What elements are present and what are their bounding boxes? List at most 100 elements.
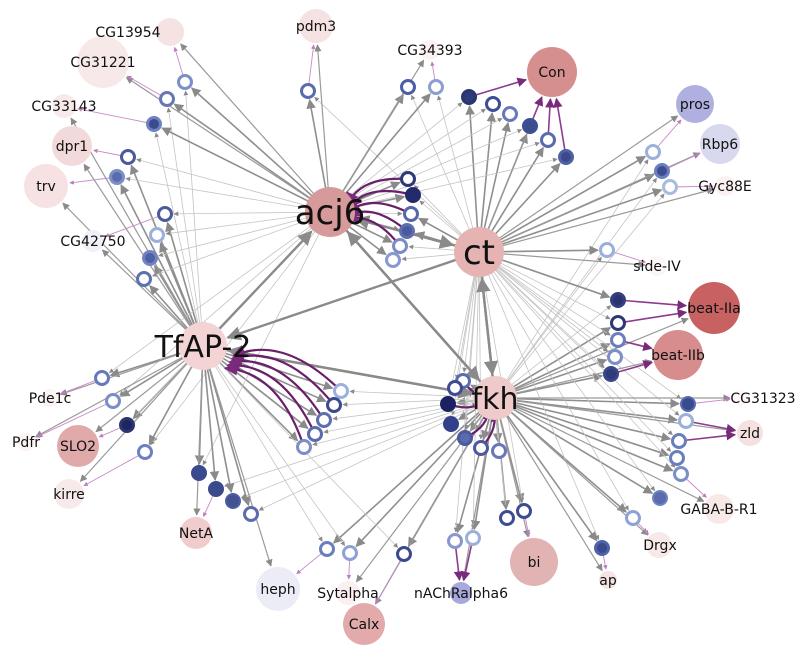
binding-site-node [94, 370, 110, 386]
gene-node-nachralpha6 [450, 582, 472, 604]
gene-label-cg34393: CG34393 [397, 43, 462, 59]
binding-site-node [225, 493, 241, 509]
binding-site-node [440, 396, 456, 412]
binding-site-node [473, 440, 489, 456]
hub-node-acj6 [305, 187, 355, 237]
binding-site-node [516, 503, 532, 519]
binding-site-node [673, 466, 689, 482]
gene-node-side-iv [647, 256, 667, 276]
gene-label-dpr1: dpr1 [56, 139, 88, 155]
binding-site-node [300, 83, 316, 99]
gene-label-neta: NetA [179, 526, 214, 542]
binding-site-node [403, 206, 419, 222]
gene-label-side-iv: side-IV [633, 259, 681, 275]
binding-site-node [499, 510, 515, 526]
binding-site-node [610, 315, 626, 331]
binding-site-node [680, 396, 696, 412]
gene-node-beat-iia [688, 282, 740, 334]
gene-label-cg31221: CG31221 [70, 55, 135, 71]
gene-label-gaba-b-r1: GABA-B-R1 [680, 502, 757, 518]
binding-site-node [109, 169, 125, 185]
gene-labels: CG13954 pdm3 CG34393 Con CG31221 CG33143 dpr1 t… [12, 19, 796, 633]
gene-label-sytalpha: Sytalpha [317, 586, 378, 602]
binding-site-node [610, 292, 626, 308]
gene-label-beat-iia: beat-IIa [687, 301, 740, 317]
binding-site-node [603, 366, 619, 382]
gene-node-cg31323 [732, 390, 748, 406]
gene-node-rbp6 [700, 124, 740, 164]
hub-label-fkh: fkh [472, 382, 519, 417]
binding-site-node [119, 417, 135, 433]
hub-label-acj6: acj6 [295, 193, 366, 233]
gene-label-calx: Calx [349, 617, 380, 633]
binding-site-node [157, 206, 173, 222]
binding-site-node [671, 433, 687, 449]
binding-site-node [392, 238, 408, 254]
binding-site-node [149, 227, 165, 243]
binding-site-node [428, 79, 444, 95]
regulation-edges [35, 43, 736, 605]
gene-node-cg34393 [420, 40, 440, 60]
binding-site-node [465, 530, 481, 546]
gene-node-gaba-b-r1 [704, 494, 734, 524]
binding-site-node [443, 416, 459, 432]
gene-label-trv: trv [36, 179, 56, 195]
binding-site-node [396, 546, 412, 562]
binding-site-node [208, 481, 224, 497]
gene-node-drgx [646, 532, 672, 558]
gene-node-neta [180, 517, 212, 549]
hub-node-tfap-2 [179, 322, 227, 370]
gene-node-zld [737, 420, 763, 446]
binding-site-node [342, 545, 358, 561]
binding-site-node [447, 533, 463, 549]
binding-site-node [457, 430, 473, 446]
gene-node-calx [343, 603, 385, 645]
gene-label-pdm3: pdm3 [296, 19, 336, 35]
gene-node-kirre [54, 479, 84, 509]
binding-site-node [191, 465, 207, 481]
binding-site-node [540, 132, 556, 148]
gene-node-cg13954 [156, 18, 184, 46]
gene-label-kirre: kirre [53, 487, 85, 503]
binding-site-node [485, 96, 501, 112]
gene-node-con [527, 47, 577, 97]
gene-node-beat-iib [653, 330, 703, 380]
binding-site-node [136, 271, 152, 287]
gene-label-cg31323: CG31323 [730, 391, 795, 407]
binding-site-node [137, 444, 153, 460]
gene-label-pdfr: Pdfr [12, 435, 40, 451]
binding-site-node [558, 149, 574, 165]
gene-label-slo2: SLO2 [60, 439, 96, 455]
binding-site-node [652, 490, 668, 506]
binding-site-node [296, 439, 312, 455]
binding-site-node [159, 91, 175, 107]
gene-node-cg31221 [77, 36, 129, 88]
gene-label-gyc88e: Gyc88E [698, 179, 752, 195]
binding-site-node [669, 450, 685, 466]
gene-node-pdfr [17, 433, 35, 451]
binding-site-node [105, 393, 121, 409]
binding-site-node [120, 149, 136, 165]
binding-site-node [385, 252, 401, 268]
binding-site-node [599, 242, 615, 258]
binding-site-node [333, 383, 349, 399]
hub-node-ct [454, 227, 504, 277]
gene-node-ap [599, 571, 617, 589]
binding-site-node [594, 540, 610, 556]
binding-site-node [326, 397, 342, 413]
binding-site-node [522, 118, 538, 134]
gene-label-pde1c: Pde1c [29, 391, 72, 407]
binding-site-node [142, 250, 158, 266]
gene-label-drgx: Drgx [643, 538, 676, 554]
gene-label-bi: bi [528, 555, 541, 571]
gene-node-cg42750 [82, 230, 104, 252]
gene-node-dpr1 [52, 126, 92, 166]
binding-site-node [307, 426, 323, 442]
gene-label-rbp6: Rbp6 [702, 137, 739, 153]
binding-site-node [399, 223, 415, 239]
gene-label-nachralpha6: nAChRalpha6 [414, 586, 508, 602]
gene-node-slo2 [57, 425, 99, 467]
gene-label-ap: ap [599, 573, 617, 589]
binding-site-node [447, 380, 463, 396]
binding-site-node [491, 443, 507, 459]
